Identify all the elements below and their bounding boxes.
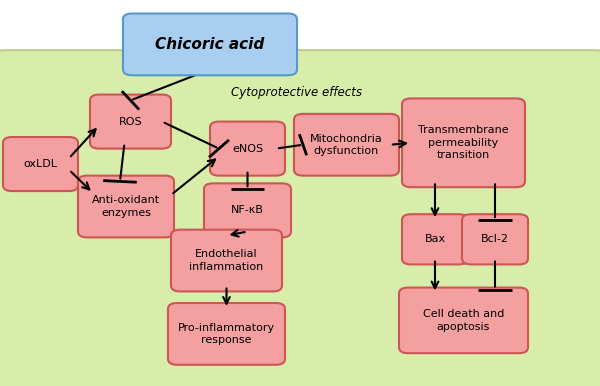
FancyBboxPatch shape [402, 214, 468, 264]
Text: Endothelial
inflammation: Endothelial inflammation [190, 249, 263, 272]
FancyBboxPatch shape [168, 303, 285, 365]
Text: Bax: Bax [424, 234, 446, 244]
Text: Bcl-2: Bcl-2 [481, 234, 509, 244]
FancyBboxPatch shape [402, 98, 525, 187]
FancyBboxPatch shape [123, 14, 297, 75]
Text: Cytoprotective effects: Cytoprotective effects [231, 86, 362, 99]
FancyBboxPatch shape [294, 114, 399, 176]
Text: Chicoric acid: Chicoric acid [155, 37, 265, 52]
FancyBboxPatch shape [78, 176, 174, 237]
Text: ROS: ROS [119, 117, 142, 127]
Text: Mitochondria
dysfunction: Mitochondria dysfunction [310, 134, 383, 156]
FancyBboxPatch shape [171, 230, 282, 291]
FancyBboxPatch shape [90, 95, 171, 149]
FancyBboxPatch shape [204, 183, 291, 237]
FancyBboxPatch shape [210, 122, 285, 176]
FancyBboxPatch shape [0, 50, 600, 386]
Text: Transmembrane
permeability
transition: Transmembrane permeability transition [418, 125, 509, 160]
FancyBboxPatch shape [462, 214, 528, 264]
Text: Cell death and
apoptosis: Cell death and apoptosis [423, 309, 504, 332]
Text: Anti-oxidant
enzymes: Anti-oxidant enzymes [92, 195, 160, 218]
FancyBboxPatch shape [3, 137, 78, 191]
Text: Pro-inflammatory
response: Pro-inflammatory response [178, 323, 275, 345]
FancyBboxPatch shape [399, 288, 528, 353]
Text: eNOS: eNOS [232, 144, 263, 154]
Text: oxLDL: oxLDL [23, 159, 58, 169]
Text: NF-κB: NF-κB [231, 205, 264, 215]
